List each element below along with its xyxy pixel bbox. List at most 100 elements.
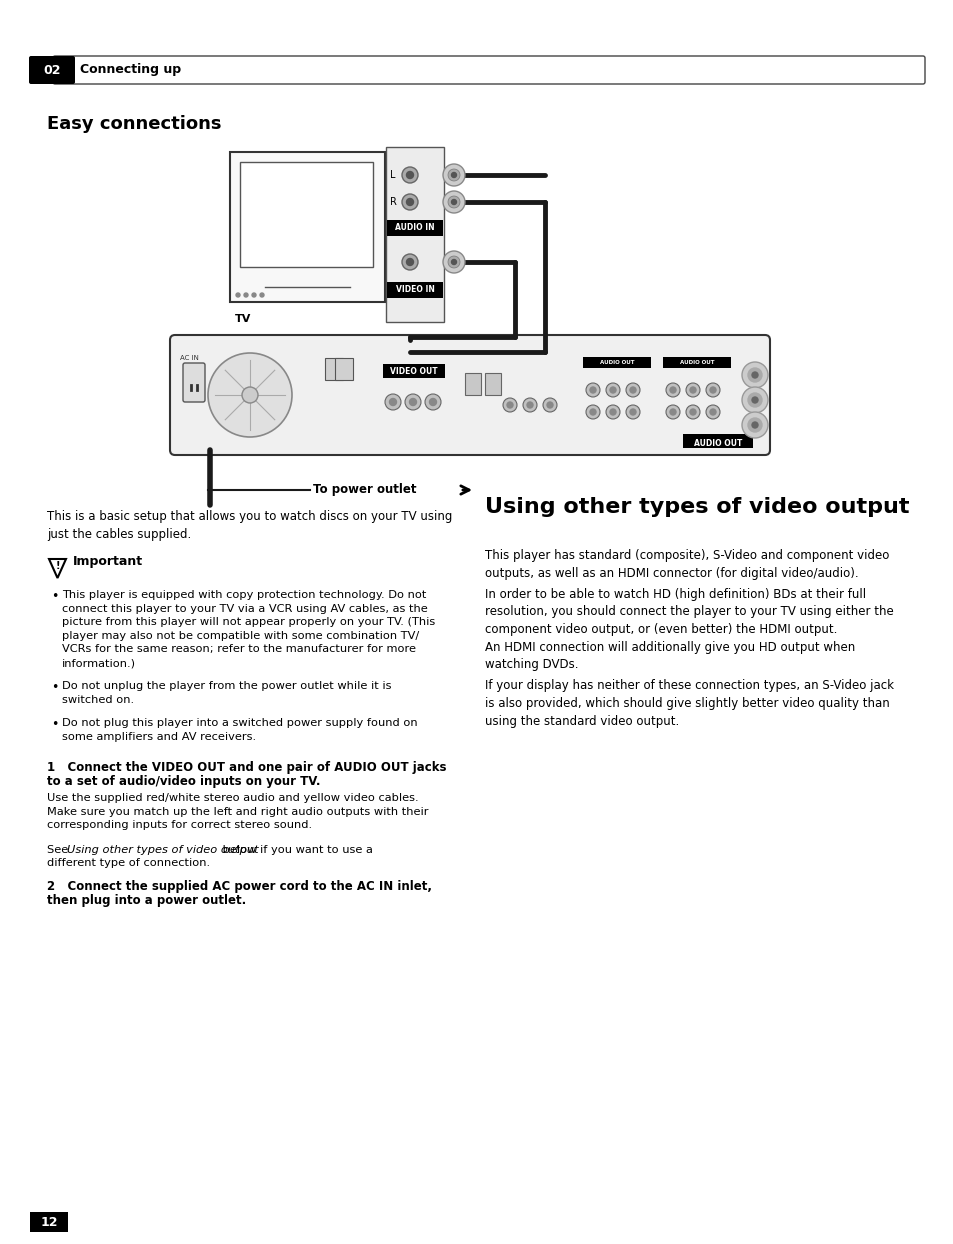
Text: Use the supplied red/white stereo audio and yellow video cables.
Make sure you m: Use the supplied red/white stereo audio … bbox=[47, 792, 428, 830]
Circle shape bbox=[448, 197, 459, 208]
Circle shape bbox=[609, 387, 616, 393]
Bar bbox=[464, 373, 480, 396]
Text: In order to be able to watch HD (high definition) BDs at their full
resolution, : In order to be able to watch HD (high de… bbox=[484, 588, 893, 636]
Text: VIDEO OUT: VIDEO OUT bbox=[390, 367, 437, 376]
Circle shape bbox=[406, 172, 413, 178]
Circle shape bbox=[665, 406, 679, 419]
Circle shape bbox=[741, 387, 767, 413]
Circle shape bbox=[605, 406, 619, 419]
Circle shape bbox=[589, 409, 596, 415]
Circle shape bbox=[448, 169, 459, 180]
Text: •: • bbox=[51, 680, 58, 694]
Circle shape bbox=[705, 383, 720, 397]
Circle shape bbox=[406, 259, 413, 265]
Text: 12: 12 bbox=[40, 1215, 58, 1229]
Text: 02: 02 bbox=[43, 63, 61, 76]
Circle shape bbox=[589, 387, 596, 393]
FancyBboxPatch shape bbox=[29, 56, 75, 85]
Text: 1   Connect the VIDEO OUT and one pair of AUDIO OUT jacks: 1 Connect the VIDEO OUT and one pair of … bbox=[47, 761, 446, 774]
FancyBboxPatch shape bbox=[170, 335, 769, 455]
Text: L: L bbox=[390, 170, 395, 180]
Circle shape bbox=[405, 394, 420, 411]
Polygon shape bbox=[49, 559, 66, 578]
Text: then plug into a power outlet.: then plug into a power outlet. bbox=[47, 894, 246, 907]
Circle shape bbox=[526, 402, 533, 408]
Circle shape bbox=[689, 387, 696, 393]
Text: !: ! bbox=[55, 561, 60, 571]
Circle shape bbox=[747, 418, 761, 432]
Circle shape bbox=[741, 362, 767, 388]
Text: •: • bbox=[51, 590, 58, 603]
Bar bbox=[325, 358, 343, 379]
Circle shape bbox=[669, 409, 676, 415]
Bar bbox=[240, 162, 373, 267]
Circle shape bbox=[401, 254, 417, 270]
Circle shape bbox=[629, 387, 636, 393]
Circle shape bbox=[385, 394, 400, 411]
Circle shape bbox=[709, 387, 716, 393]
Text: AUDIO OUT: AUDIO OUT bbox=[679, 360, 714, 364]
Circle shape bbox=[629, 409, 636, 415]
Text: Do not unplug the player from the power outlet while it is
switched on.: Do not unplug the player from the power … bbox=[62, 680, 391, 704]
Circle shape bbox=[252, 294, 255, 297]
Circle shape bbox=[451, 173, 456, 178]
Circle shape bbox=[260, 294, 264, 297]
Circle shape bbox=[709, 409, 716, 415]
Bar bbox=[484, 373, 500, 396]
Text: Easy connections: Easy connections bbox=[47, 114, 221, 133]
Bar bbox=[387, 282, 442, 299]
Circle shape bbox=[401, 167, 417, 183]
Text: Using other types of video output: Using other types of video output bbox=[484, 498, 908, 518]
Circle shape bbox=[451, 199, 456, 204]
Circle shape bbox=[401, 194, 417, 210]
Text: This is a basic setup that allows you to watch discs on your TV using
just the c: This is a basic setup that allows you to… bbox=[47, 510, 452, 541]
Text: See: See bbox=[47, 845, 71, 855]
Circle shape bbox=[689, 409, 696, 415]
Bar bbox=[682, 434, 752, 448]
Text: AUDIO IN: AUDIO IN bbox=[395, 224, 435, 233]
Text: To power outlet: To power outlet bbox=[313, 484, 416, 496]
Text: to a set of audio/video inputs on your TV.: to a set of audio/video inputs on your T… bbox=[47, 775, 320, 787]
Text: Using other types of video output: Using other types of video output bbox=[67, 845, 258, 855]
Circle shape bbox=[685, 406, 700, 419]
Circle shape bbox=[605, 383, 619, 397]
Circle shape bbox=[665, 383, 679, 397]
Text: Important: Important bbox=[73, 555, 143, 567]
Text: •: • bbox=[51, 718, 58, 731]
Text: different type of connection.: different type of connection. bbox=[47, 858, 210, 868]
Circle shape bbox=[747, 393, 761, 407]
Text: This player has standard (composite), S-Video and component video
outputs, as we: This player has standard (composite), S-… bbox=[484, 549, 888, 580]
Bar bbox=[382, 364, 444, 378]
FancyBboxPatch shape bbox=[53, 56, 924, 85]
Text: R: R bbox=[390, 197, 396, 207]
FancyBboxPatch shape bbox=[230, 152, 385, 302]
Circle shape bbox=[751, 422, 758, 428]
Circle shape bbox=[448, 256, 459, 267]
Text: VIDEO IN: VIDEO IN bbox=[395, 286, 434, 295]
Circle shape bbox=[506, 402, 513, 408]
Text: Connecting up: Connecting up bbox=[80, 63, 181, 76]
Circle shape bbox=[685, 383, 700, 397]
Circle shape bbox=[235, 294, 240, 297]
Circle shape bbox=[546, 402, 553, 408]
Bar bbox=[335, 358, 353, 379]
Circle shape bbox=[429, 398, 436, 406]
Circle shape bbox=[442, 192, 464, 213]
Text: This player is equipped with copy protection technology. Do not
connect this pla: This player is equipped with copy protec… bbox=[62, 590, 435, 668]
Circle shape bbox=[585, 383, 599, 397]
Circle shape bbox=[585, 406, 599, 419]
Circle shape bbox=[389, 398, 396, 406]
Text: AUDIO OUT: AUDIO OUT bbox=[599, 360, 634, 364]
Circle shape bbox=[409, 398, 416, 406]
Circle shape bbox=[747, 368, 761, 382]
Circle shape bbox=[442, 164, 464, 187]
Bar bbox=[387, 220, 442, 236]
Bar bbox=[386, 147, 443, 322]
Circle shape bbox=[406, 199, 413, 205]
Circle shape bbox=[625, 383, 639, 397]
Circle shape bbox=[208, 353, 292, 437]
Circle shape bbox=[502, 398, 517, 412]
Circle shape bbox=[741, 412, 767, 438]
Text: An HDMI connection will additionally give you HD output when
watching DVDs.: An HDMI connection will additionally giv… bbox=[484, 641, 854, 671]
Circle shape bbox=[751, 397, 758, 403]
